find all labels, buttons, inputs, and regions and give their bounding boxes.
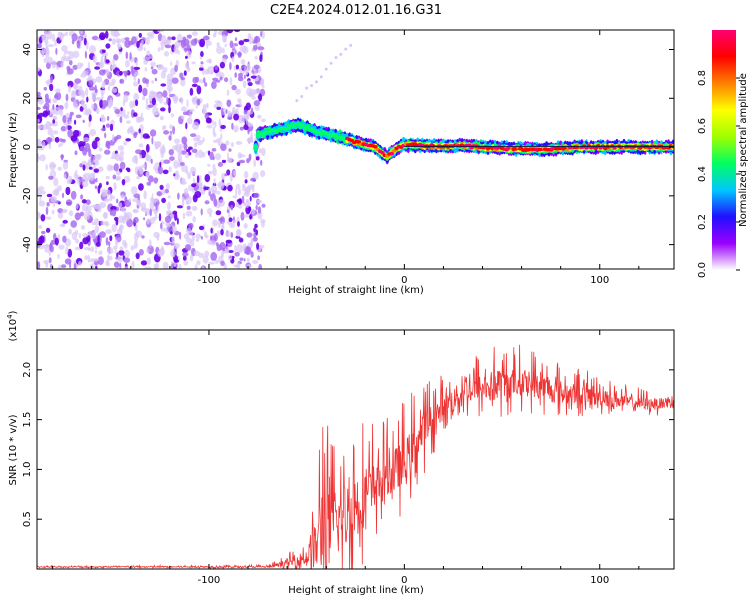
spectrogram-noise-layer — [37, 30, 353, 269]
spectrogram-x-ticks: -100 0 100 — [52, 30, 640, 286]
snr-y-tick-label: 0.5 — [22, 511, 33, 527]
snr-y-ticks: 0.5 1.0 1.5 2.0 — [22, 362, 674, 527]
spectrogram-y-tick-label: 0 — [22, 144, 33, 150]
snr-frame — [36, 329, 675, 570]
spectrogram-y-tick-label: -20 — [22, 188, 33, 204]
snr-y-tick-label: 1.0 — [22, 461, 33, 477]
spectrogram-ridge-layer — [253, 117, 674, 165]
snr-y-multiplier: (x104) — [6, 310, 19, 341]
spectrogram-x-label: Height of straight line (km) — [288, 285, 424, 296]
colorbar-tick-label: 0.6 — [697, 118, 708, 134]
spectrogram-x-tick-label: -100 — [198, 275, 221, 286]
snr-x-label: Height of straight line (km) — [288, 585, 424, 596]
colorbar-label: Normalized spectral amplitude — [738, 73, 749, 227]
figure-title: C2E4.2024.012.01.16.G31 — [270, 3, 442, 18]
snr-y-label: SNR (10 * v/v) — [8, 414, 19, 485]
colorbar-tick-label: 0.0 — [697, 262, 708, 278]
svg-text:(x104): (x104) — [6, 310, 19, 341]
snr-panel: -100 0 100 0.5 1.0 1.5 2.0 Height of straight… — [6, 310, 675, 596]
colorbar-ticks: 0.0 0.2 0.4 0.6 0.8 — [697, 70, 740, 278]
spectrogram-x-tick-label: 0 — [401, 275, 407, 286]
colorbar-tick-label: 0.8 — [697, 70, 708, 86]
snr-x-tick-label: -100 — [198, 575, 221, 586]
snr-y-tick-label: 1.5 — [22, 412, 33, 428]
spectrogram-y-label: Frequency (Hz) — [8, 112, 19, 188]
colorbar-tick-label: 0.4 — [697, 166, 708, 182]
snr-x-ticks: -100 0 100 — [52, 330, 640, 586]
snr-background — [37, 330, 674, 569]
colorbar: 0.0 0.2 0.4 0.6 0.8 Normalized spectral ampl… — [697, 30, 749, 278]
spectrogram-y-tick-label: 40 — [22, 43, 33, 56]
snr-y-tick-label: 2.0 — [22, 362, 33, 378]
snr-x-tick-label: 100 — [590, 575, 609, 586]
spectrogram-y-ticks: -40 -20 0 20 40 — [22, 43, 674, 253]
spectrogram-x-tick-label: 100 — [590, 275, 609, 286]
snr-x-tick-label: 0 — [401, 575, 407, 586]
colorbar-gradient — [712, 30, 736, 270]
snr-series-line — [37, 344, 674, 569]
spectrogram-y-tick-label: 20 — [22, 92, 33, 105]
spectrogram-y-tick-label: -40 — [22, 236, 33, 252]
spectrogram-panel: -100 0 100 -40 -20 0 20 40 Height of straight … — [8, 29, 675, 296]
colorbar-tick-label: 0.2 — [697, 214, 708, 230]
spectrogram-frame — [36, 29, 675, 270]
